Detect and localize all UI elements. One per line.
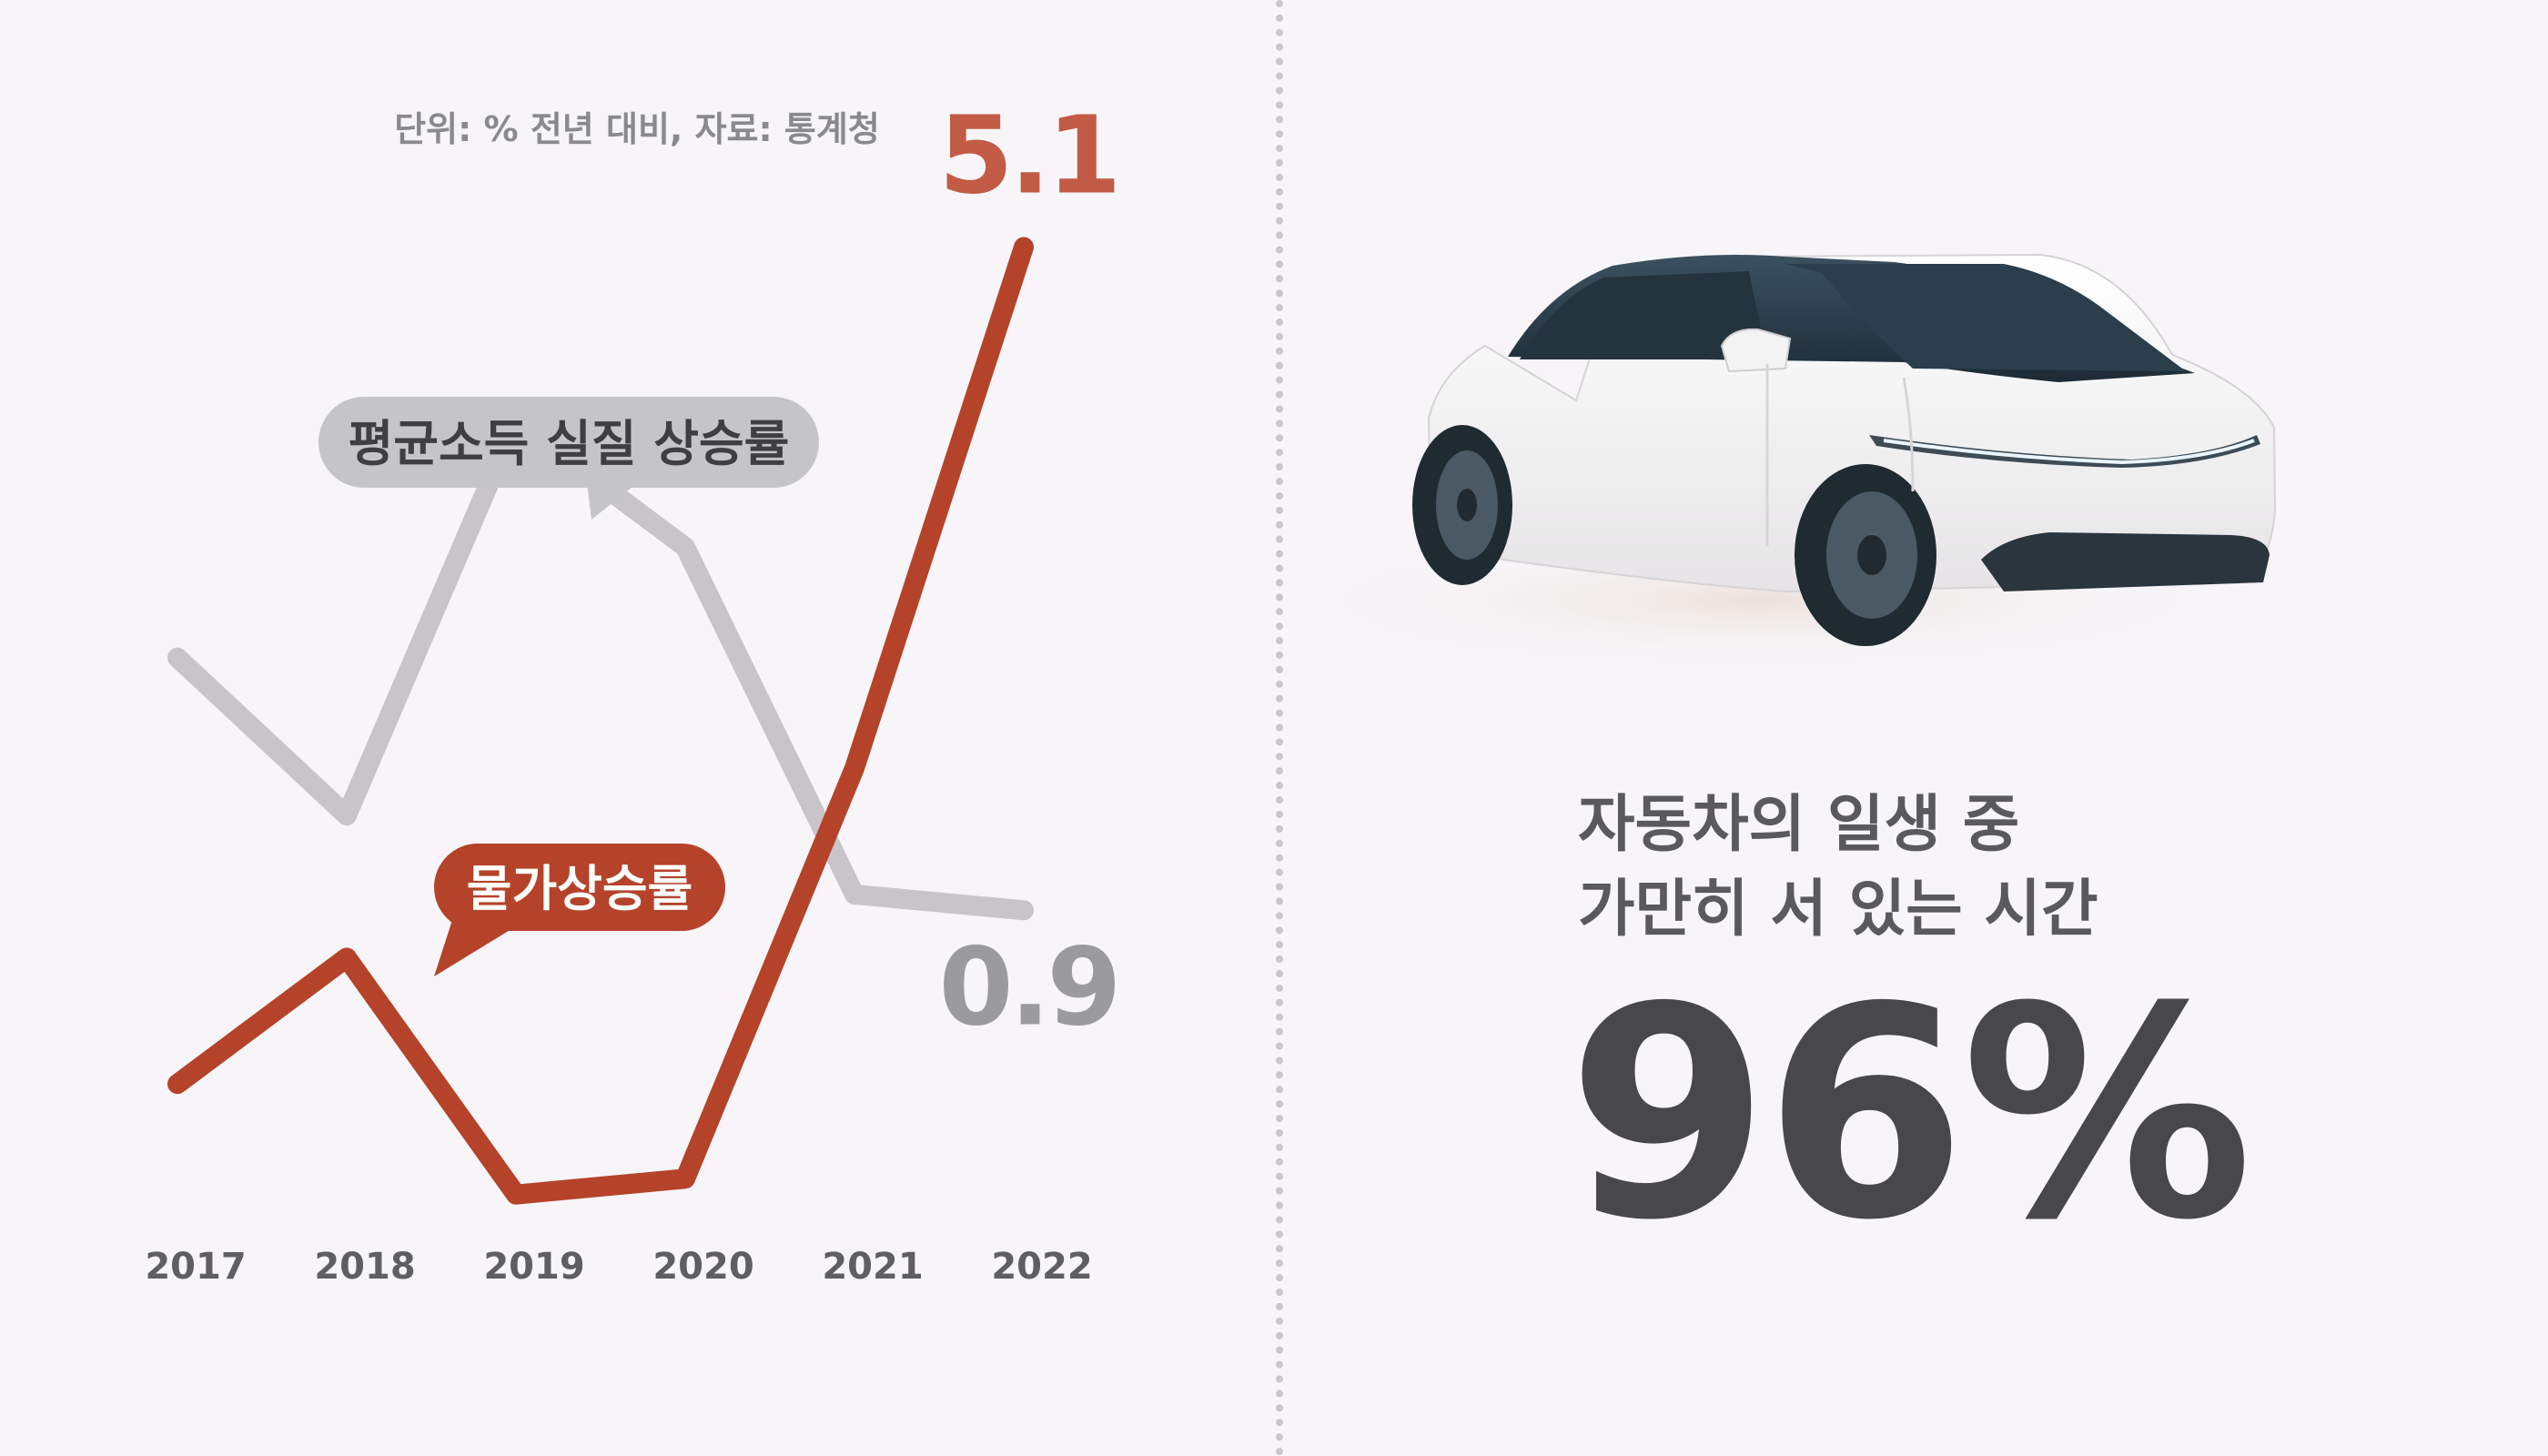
inflation-legend-label: 물가상승률 [467,860,693,917]
x-tick-label: 2017 [145,1246,246,1288]
x-tick-label: 2020 [652,1246,753,1288]
data-point [1022,908,1026,913]
data-point [853,766,856,771]
info-panel: 자동차의 일생 중 가만히 서 있는 시간 96% [1276,0,2548,1456]
inflation-bubble [434,844,725,931]
x-tick-label: 2018 [314,1246,415,1288]
inflation-bubble-tail [434,920,516,976]
data-point [1022,245,1026,249]
x-tick-label: 2021 [822,1246,923,1288]
headline: 자동차의 일생 중 가만히 서 있는 시간 [1578,783,2488,952]
series-line-1 [167,237,1034,1205]
data-point [345,956,349,960]
data-point [176,655,179,660]
income-bubble [318,397,819,488]
line-chart: 단위: % 전년 대비, 자료: 통계청 2017 2018 2019 2020 2021… [145,92,1121,1288]
x-tick-label: 2019 [483,1246,584,1288]
income-bubble-tail [587,483,637,520]
car-image [1285,253,2277,669]
line-chart-panel: 단위: % 전년 대비, 자료: 통계청 2017 2018 2019 2020 2021… [145,92,1121,1288]
x-tick-label: 2022 [991,1246,1092,1288]
data-point [176,1082,179,1087]
data-point [345,814,349,818]
chart-note: 단위: % 전년 대비, 자료: 통계청 [394,109,880,149]
big-stat-percentage: 96% [1567,945,2253,1284]
series-end-label: 0.9 [938,924,1117,1049]
data-point [853,892,856,896]
headline-line-1: 자동차의 일생 중 [1578,789,2020,861]
data-point [514,1192,518,1197]
series-end-label: 5.1 [938,92,1117,217]
dotted-divider [1276,0,1283,1456]
income-legend-label: 평균소득 실질 상승률 [349,415,790,472]
headline-line-2: 가만히 서 있는 시간 [1578,874,2098,946]
data-point [683,545,687,550]
data-point [683,1177,687,1181]
